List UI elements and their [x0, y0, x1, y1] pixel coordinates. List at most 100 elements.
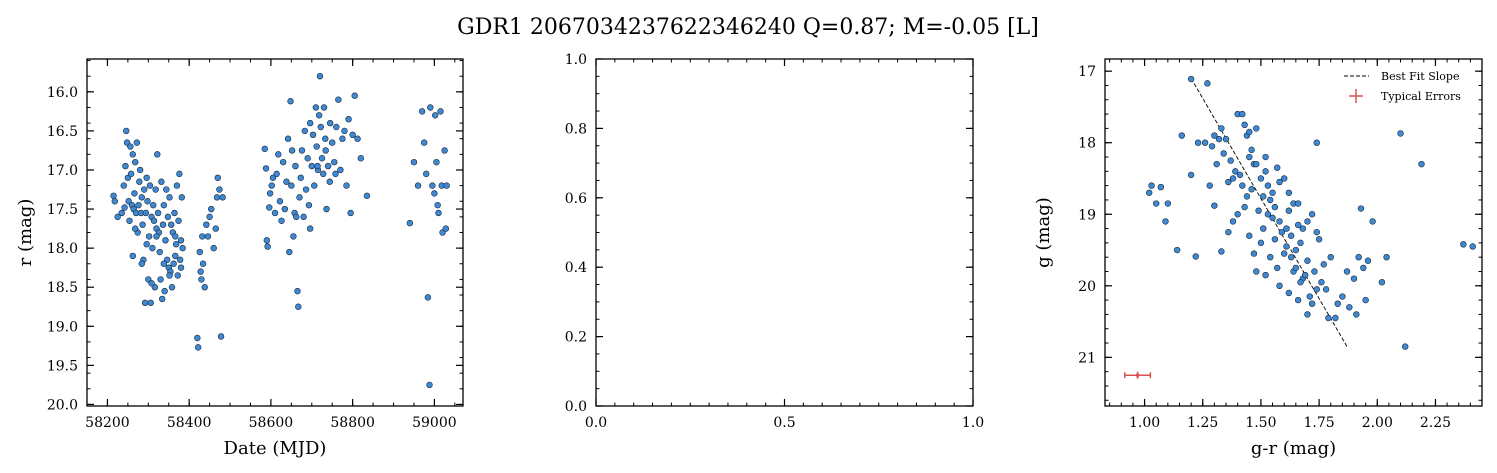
panel-empty: 0.0 0.5 1.0 0.0 0.2 0.4 0.6 0.8 1.0 — [565, 52, 984, 431]
data-point — [161, 287, 168, 295]
data-point — [139, 221, 146, 228]
data-point — [1267, 196, 1274, 204]
data-point — [1250, 250, 1258, 257]
data-point — [1225, 178, 1232, 186]
data-point — [132, 225, 139, 232]
data-point — [174, 272, 181, 279]
data-point — [1369, 218, 1376, 225]
data-point — [320, 170, 327, 178]
data-point — [1157, 183, 1165, 191]
data-point — [1276, 282, 1283, 290]
data-point — [1306, 293, 1313, 300]
data-point — [1148, 182, 1155, 189]
data-point — [143, 241, 150, 248]
data-point — [111, 198, 118, 205]
data-point — [266, 204, 273, 211]
data-point — [1346, 304, 1353, 311]
data-point — [141, 299, 149, 307]
data-point — [1239, 182, 1246, 189]
data-point — [298, 147, 306, 154]
data-point — [154, 151, 161, 158]
x-tick-label: 58600 — [249, 415, 294, 431]
legend-error-label: Typical Errors — [1381, 90, 1461, 103]
data-point — [178, 194, 186, 201]
data-point — [1320, 261, 1327, 268]
data-point — [1276, 178, 1283, 186]
data-point — [153, 233, 160, 240]
data-point — [302, 186, 310, 193]
y-tick-label: 17.5 — [47, 202, 78, 218]
data-point — [427, 104, 434, 111]
data-point — [276, 198, 284, 205]
data-point — [435, 209, 442, 217]
data-point — [1206, 182, 1213, 189]
data-point — [131, 190, 138, 197]
data-point — [311, 182, 318, 189]
data-point — [147, 299, 154, 307]
data-point — [1276, 218, 1283, 225]
data-point — [110, 192, 117, 199]
data-point — [1313, 139, 1320, 146]
data-point — [1173, 246, 1181, 254]
data-point — [176, 256, 184, 264]
y-tick-label: 0.8 — [565, 121, 587, 137]
x-tick-label: 1.00 — [1129, 415, 1160, 431]
data-point — [323, 205, 330, 213]
best-fit-line — [1190, 78, 1348, 347]
data-point — [333, 123, 340, 131]
data-point — [1218, 248, 1225, 255]
data-point — [1255, 207, 1262, 214]
data-point — [1313, 228, 1320, 236]
data-point — [1262, 168, 1269, 175]
data-point — [1325, 314, 1332, 322]
data-point — [429, 182, 436, 189]
data-point — [1264, 211, 1272, 218]
data-point — [194, 334, 201, 342]
data-point — [1378, 279, 1386, 286]
data-point — [1262, 271, 1269, 279]
data-point — [1246, 232, 1253, 239]
x-tick-label: 58800 — [330, 415, 375, 431]
data-point — [315, 112, 323, 119]
data-point — [173, 182, 181, 189]
data-point — [345, 115, 352, 123]
data-point — [1187, 75, 1195, 83]
data-point — [1239, 110, 1246, 118]
data-point — [1246, 128, 1253, 136]
data-point — [317, 123, 324, 131]
y-tick-label: 0.0 — [565, 399, 587, 415]
data-point — [126, 217, 133, 224]
data-point — [132, 158, 139, 166]
data-point — [414, 182, 422, 189]
legend-fit-label: Best Fit Slope — [1381, 70, 1459, 83]
data-point — [177, 237, 185, 244]
data-point — [312, 104, 320, 111]
y-tick-label: 20.0 — [47, 397, 78, 413]
y-tick-label: 18.5 — [47, 280, 78, 296]
data-point — [322, 147, 329, 154]
data-point — [1469, 243, 1476, 250]
data-point — [284, 135, 292, 142]
data-point — [199, 260, 207, 267]
data-point — [433, 158, 440, 166]
data-point — [136, 178, 143, 185]
data-point — [335, 96, 342, 103]
y-tick-label: 17.0 — [47, 163, 78, 179]
data-point — [1339, 293, 1346, 300]
x-tick-label: 58400 — [167, 415, 212, 431]
data-point — [166, 272, 173, 279]
data-point — [1232, 168, 1239, 175]
data-point — [203, 221, 210, 228]
data-point — [275, 151, 282, 158]
data-point — [143, 174, 150, 181]
data-point — [1236, 171, 1244, 179]
data-point — [264, 243, 271, 250]
data-point — [296, 194, 303, 201]
data-point — [1318, 279, 1325, 286]
y-tick-label: 16.5 — [47, 124, 78, 140]
data-point — [271, 209, 279, 217]
data-point — [148, 280, 155, 287]
data-point — [1418, 160, 1425, 168]
data-point — [261, 145, 268, 153]
data-point — [141, 186, 148, 193]
